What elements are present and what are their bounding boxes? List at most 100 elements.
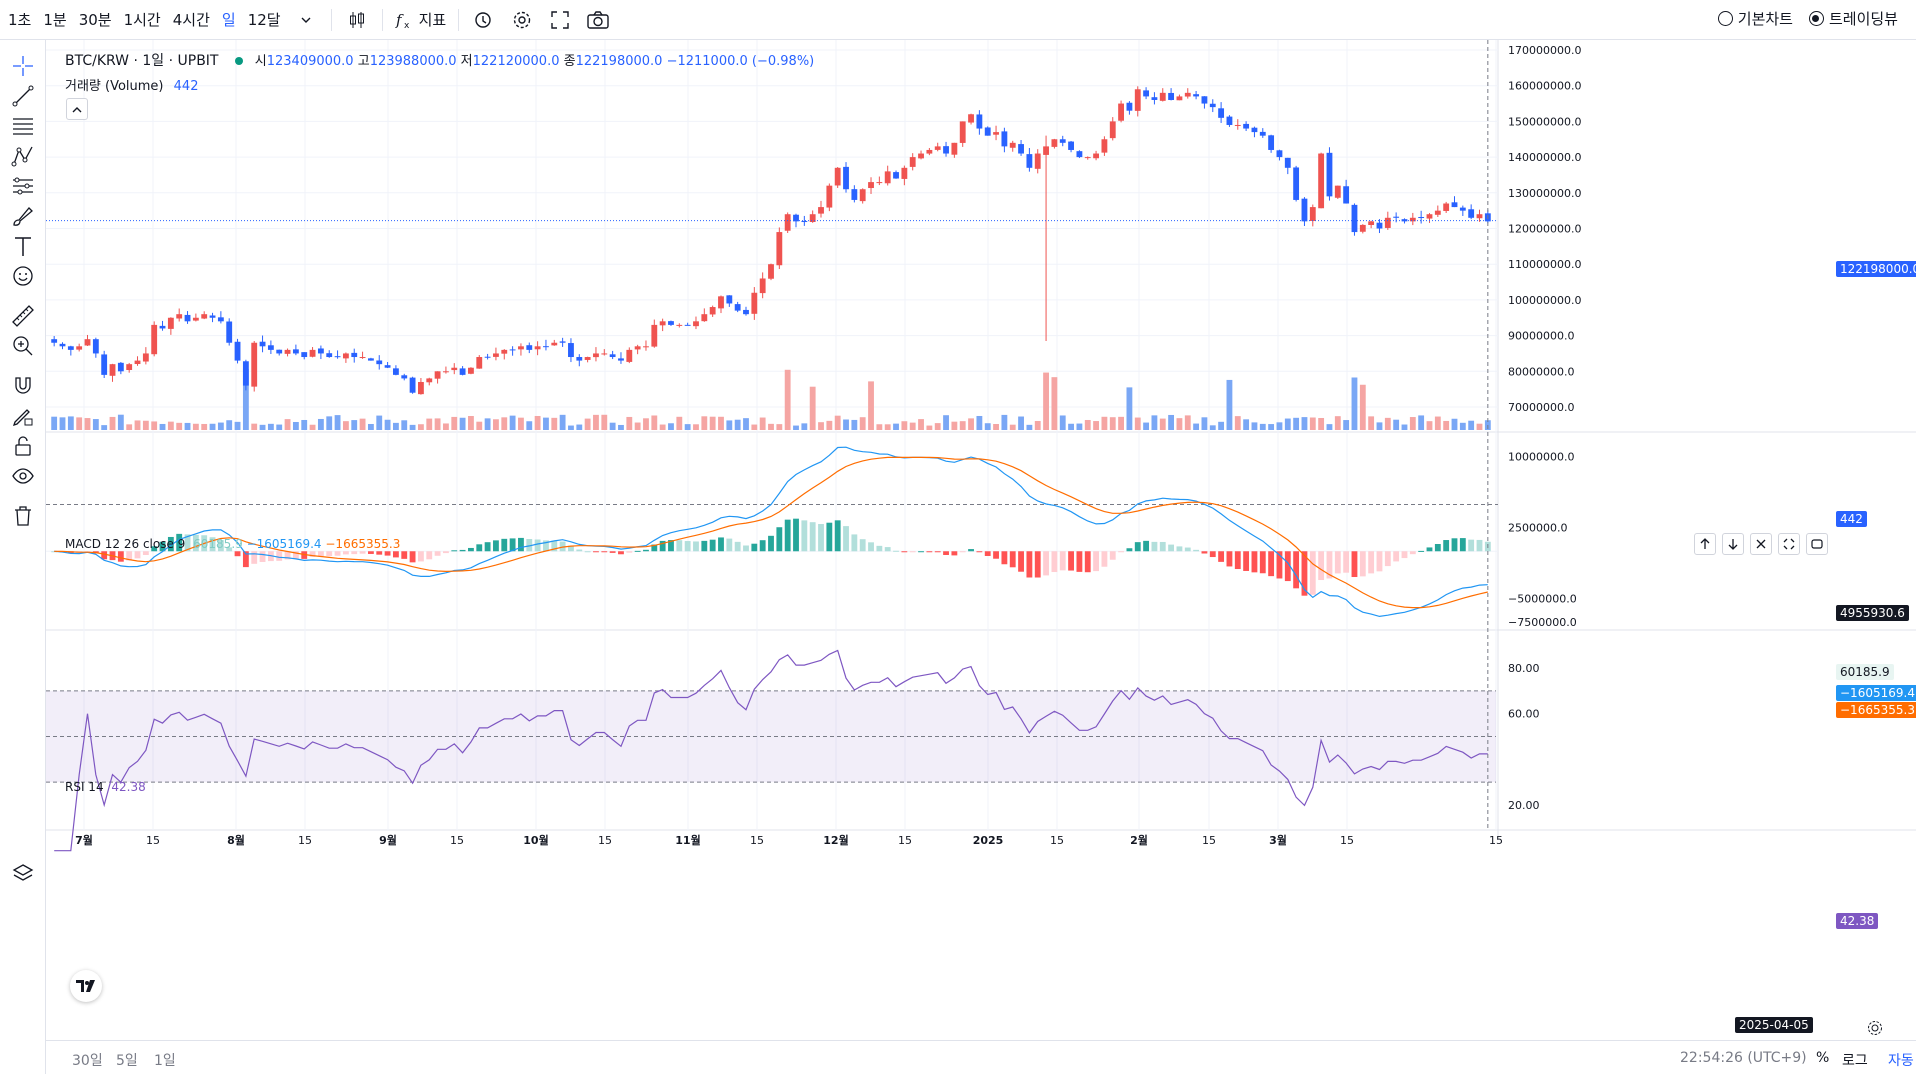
fullscreen-icon[interactable]	[547, 7, 573, 33]
candle-body	[1376, 222, 1383, 229]
volume-bar	[551, 417, 558, 430]
macd-hist-tag: 60185.9	[1836, 664, 1894, 680]
pane-settings-button[interactable]	[1806, 533, 1828, 555]
range-30d[interactable]: 30일	[72, 1053, 103, 1069]
lock-icon[interactable]	[11, 434, 35, 458]
candle-body	[117, 362, 124, 372]
macd-hist-bar	[192, 534, 199, 552]
percent-toggle[interactable]: %	[1816, 1050, 1830, 1066]
eye-icon[interactable]	[11, 464, 35, 488]
candle-body	[1159, 92, 1166, 101]
timeframe-6[interactable]: 12달	[247, 11, 281, 29]
crosshair-icon[interactable]	[11, 54, 35, 78]
prediction-icon[interactable]	[11, 174, 35, 198]
macd-hist-bar	[1476, 539, 1483, 552]
zoom-in-icon[interactable]	[11, 334, 35, 358]
pattern-icon[interactable]	[11, 144, 35, 168]
candle-body	[1043, 146, 1049, 155]
price-tick: 170000000.0	[1508, 44, 1581, 57]
macd-hist-bar	[559, 541, 566, 552]
volume-bar	[926, 425, 933, 430]
view-tradingview-label: 트레이딩뷰	[1828, 10, 1898, 28]
magnet-icon[interactable]	[11, 374, 35, 398]
macd-hist-bar	[459, 549, 466, 552]
macd-hist-bar	[1118, 551, 1124, 553]
timeframe-1[interactable]: 1분	[43, 11, 67, 29]
time-tick: 11월	[675, 833, 700, 847]
macd-hist-bar	[1068, 551, 1074, 571]
timeframe-0[interactable]: 1초	[8, 11, 32, 29]
volume-bar	[76, 417, 83, 430]
alert-icon[interactable]	[471, 7, 497, 33]
candle-body	[893, 172, 899, 179]
range-5d[interactable]: 5일	[116, 1053, 138, 1069]
collapse-legend-button[interactable]	[66, 98, 88, 120]
symbol-title[interactable]: BTC/KRW · 1일 · UPBIT	[65, 53, 219, 69]
macd-hist-bar	[101, 551, 108, 560]
candle-body	[276, 349, 283, 354]
macd-hist-bar	[784, 519, 791, 552]
layers-icon[interactable]	[11, 862, 35, 886]
macd-label[interactable]: MACD 12 26 close 9	[65, 537, 186, 551]
candle-body	[909, 157, 916, 167]
log-toggle[interactable]: 로그	[1842, 1053, 1868, 1069]
timeframe-5[interactable]: 일	[221, 11, 236, 29]
candle-body	[1018, 144, 1024, 154]
time-tick: 15	[298, 834, 312, 847]
axis-settings-gear-icon[interactable]	[1866, 1019, 1884, 1037]
range-1d[interactable]: 1일	[154, 1053, 176, 1069]
timeframe-3[interactable]: 1시간	[123, 11, 161, 29]
macd-hist-bar	[1343, 551, 1350, 573]
macd-hist-bar	[1268, 551, 1275, 577]
volume-bar	[634, 422, 641, 430]
emoji-icon[interactable]	[11, 264, 35, 288]
volume-bar	[709, 416, 716, 430]
view-tradingview-radio[interactable]: 트레이딩뷰	[1808, 8, 1898, 29]
volume-bar	[1301, 417, 1308, 430]
candle-body	[1009, 142, 1016, 148]
volume-bar	[851, 419, 858, 430]
macd-hist-bar	[1134, 542, 1141, 552]
trash-icon[interactable]	[11, 504, 35, 528]
pane-down-button[interactable]	[1722, 533, 1744, 555]
candle-type-icon[interactable]	[344, 7, 370, 33]
indicators-button[interactable]: f x 지표	[395, 7, 447, 33]
volume-bar	[526, 421, 533, 430]
auto-toggle[interactable]: 자동	[1888, 1053, 1914, 1069]
chevron-down-icon[interactable]	[293, 7, 319, 33]
gear-icon[interactable]	[509, 7, 535, 33]
camera-icon[interactable]	[585, 7, 611, 33]
view-basic-radio[interactable]: 기본차트	[1717, 8, 1793, 29]
trendline-icon[interactable]	[11, 84, 35, 108]
text-icon[interactable]	[11, 234, 35, 258]
pane-up-button[interactable]	[1694, 533, 1716, 555]
candle-body	[509, 349, 516, 351]
macd-hist-bar	[151, 546, 158, 552]
volume-bar	[751, 424, 758, 430]
candle-body	[959, 121, 966, 143]
tradingview-logo[interactable]	[70, 970, 102, 1002]
macd-hist-bar	[934, 551, 941, 553]
volume-bar	[1218, 421, 1225, 430]
macd-line	[54, 446, 1488, 618]
arrow-up-icon	[1700, 538, 1710, 549]
fib-icon[interactable]	[11, 114, 35, 138]
candle-body	[434, 371, 441, 379]
timeframe-2[interactable]: 30분	[78, 11, 112, 29]
ruler-icon[interactable]	[11, 304, 35, 328]
candle-body	[1301, 198, 1308, 222]
rsi-label[interactable]: RSI 14	[65, 780, 104, 794]
chart-canvas[interactable]: 170000000.0 160000000.0 150000000.0 1400000…	[46, 40, 1916, 1040]
volume-label[interactable]: 거래량 (Volume)	[65, 79, 164, 94]
macd-hist-bar	[376, 551, 383, 555]
pane-maximize-button[interactable]	[1778, 533, 1800, 555]
lock-drawing-icon[interactable]	[11, 404, 35, 428]
brush-icon[interactable]	[11, 204, 35, 228]
volume-bar	[893, 423, 899, 430]
time-tick: 2025	[973, 834, 1004, 847]
timeframe-4[interactable]: 4시간	[172, 11, 210, 29]
pane-close-button[interactable]	[1750, 533, 1772, 555]
candle-body	[142, 353, 149, 362]
volume-bar	[1284, 418, 1291, 430]
candle-body	[476, 357, 483, 369]
